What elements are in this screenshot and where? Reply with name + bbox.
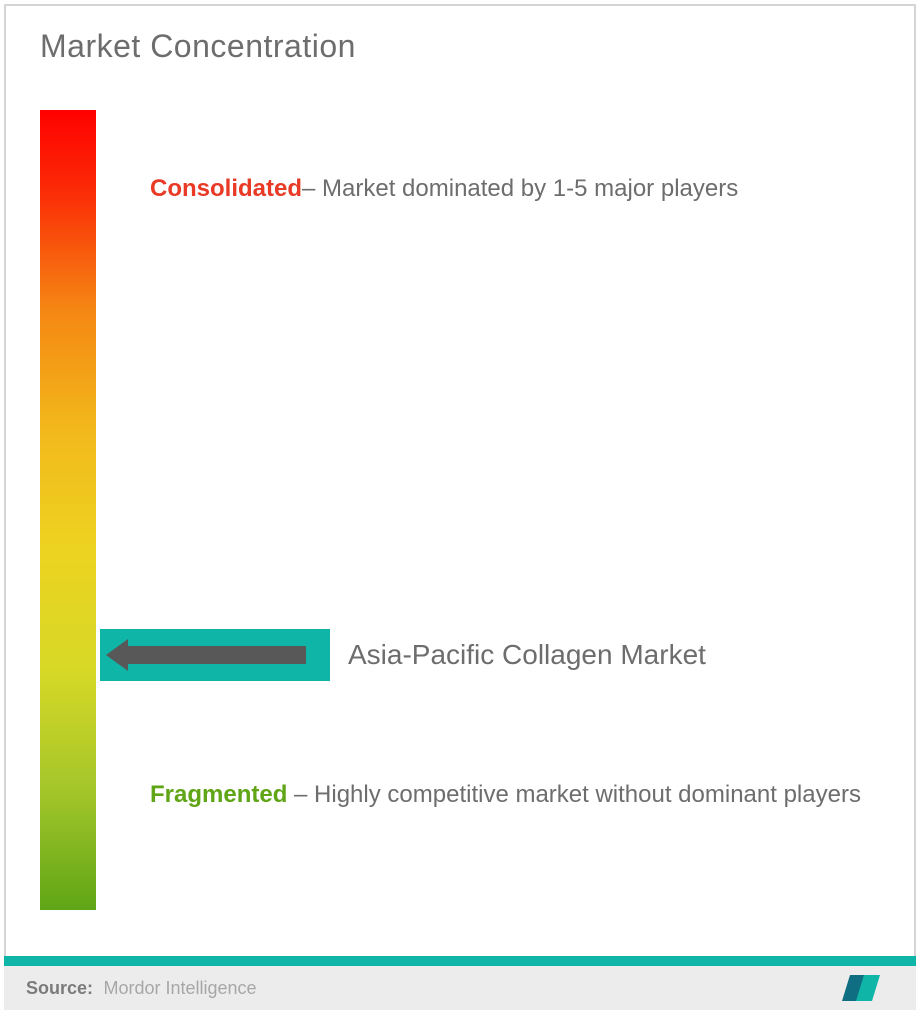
arrow-left-icon xyxy=(106,639,306,671)
consolidated-label: Consolidated xyxy=(150,175,302,202)
source-label: Source: xyxy=(26,978,93,998)
fragmented-label: Fragmented xyxy=(150,781,287,808)
chart-title: Market Concentration xyxy=(40,28,356,65)
market-pointer: Asia-Pacific Collagen Market xyxy=(100,629,706,681)
pointer-box xyxy=(100,629,330,681)
fragmented-legend: Fragmented – Highly competitive market w… xyxy=(150,770,861,820)
fragmented-desc: – Highly competitive market without domi… xyxy=(287,781,861,808)
brand-logo-icon xyxy=(830,973,902,1003)
consolidated-desc: – Market dominated by 1-5 major players xyxy=(302,175,738,202)
footer-body: Source: Mordor Intelligence xyxy=(4,966,916,1010)
consolidated-legend: Consolidated– Market dominated by 1-5 ma… xyxy=(150,175,738,203)
source-text: Mordor Intelligence xyxy=(103,978,256,998)
concentration-gradient-bar xyxy=(40,110,96,910)
outer-frame xyxy=(4,4,916,1010)
market-label: Asia-Pacific Collagen Market xyxy=(348,639,706,671)
footer-accent xyxy=(4,956,916,966)
footer: Source: Mordor Intelligence xyxy=(4,956,916,1010)
source-line: Source: Mordor Intelligence xyxy=(26,978,257,999)
